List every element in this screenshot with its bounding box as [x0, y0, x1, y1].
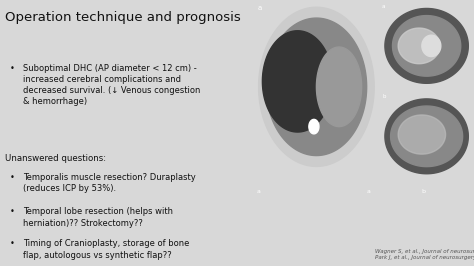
Text: •: • — [10, 64, 15, 73]
Polygon shape — [392, 16, 461, 76]
Text: a: a — [366, 189, 370, 193]
Text: Timing of Cranioplasty, storage of bone
flap, autologous vs synthetic flap??: Timing of Cranioplasty, storage of bone … — [23, 239, 189, 260]
Text: a: a — [382, 4, 385, 9]
Text: b: b — [421, 189, 426, 193]
Text: Unanswered questions:: Unanswered questions: — [5, 154, 106, 163]
Polygon shape — [385, 99, 468, 174]
Polygon shape — [309, 119, 319, 134]
Text: •: • — [10, 207, 15, 217]
Text: a: a — [256, 189, 260, 193]
Text: Suboptimal DHC (AP diameter < 12 cm) -
increased cerebral complications and
decr: Suboptimal DHC (AP diameter < 12 cm) - i… — [23, 64, 200, 106]
Polygon shape — [422, 35, 441, 57]
Polygon shape — [317, 47, 362, 127]
Text: Temporalis muscle resection? Duraplasty
(reduces ICP by 53%).: Temporalis muscle resection? Duraplasty … — [23, 173, 196, 193]
Polygon shape — [385, 9, 468, 83]
Text: a: a — [257, 5, 262, 11]
Text: Wagner S, et al., Journal of neurosurgery 2001
Park J, et al., Journal of neuros: Wagner S, et al., Journal of neurosurger… — [375, 249, 474, 260]
Text: •: • — [10, 239, 15, 248]
Polygon shape — [398, 115, 446, 154]
Text: •: • — [10, 173, 15, 182]
Polygon shape — [266, 18, 367, 156]
Polygon shape — [259, 7, 374, 167]
Text: b: b — [382, 94, 385, 99]
Text: Temporal lobe resection (helps with
herniation)?? Strokectomy??: Temporal lobe resection (helps with hern… — [23, 207, 173, 228]
Polygon shape — [391, 106, 463, 167]
Polygon shape — [263, 31, 333, 132]
Text: Operation technique and prognosis: Operation technique and prognosis — [5, 11, 241, 24]
Polygon shape — [398, 28, 440, 64]
